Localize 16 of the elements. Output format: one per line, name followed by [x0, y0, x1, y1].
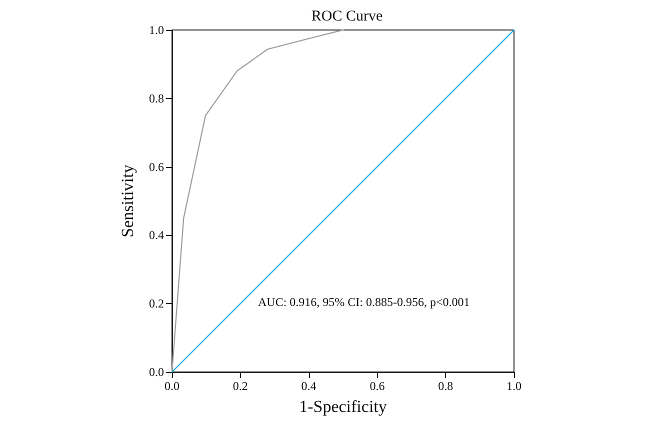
- y-tick-label: 0.4: [149, 228, 164, 242]
- y-tick-label: 0.6: [149, 160, 164, 174]
- y-axis-title: Sensitivity: [118, 164, 137, 238]
- x-tick-label: 0.4: [301, 379, 316, 393]
- chart-title: ROC Curve: [311, 8, 383, 24]
- x-tick-label: 0.0: [164, 379, 180, 393]
- y-tick-label: 1.0: [149, 23, 164, 37]
- y-tick-label: 0.0: [149, 365, 164, 379]
- annotation: AUC: 0.916, 95% CI: 0.885-0.956, p<0.001: [258, 295, 470, 309]
- x-tick-label: 1.0: [506, 379, 522, 393]
- x-tick-label: 0.2: [232, 379, 248, 393]
- y-tick-label: 0.8: [149, 91, 164, 106]
- x-tick-label: 0.6: [370, 379, 385, 393]
- x-axis-title: 1-Specificity: [299, 397, 388, 416]
- x-tick-label: 0.8: [438, 379, 454, 393]
- y-tick-label: 0.2: [149, 296, 164, 311]
